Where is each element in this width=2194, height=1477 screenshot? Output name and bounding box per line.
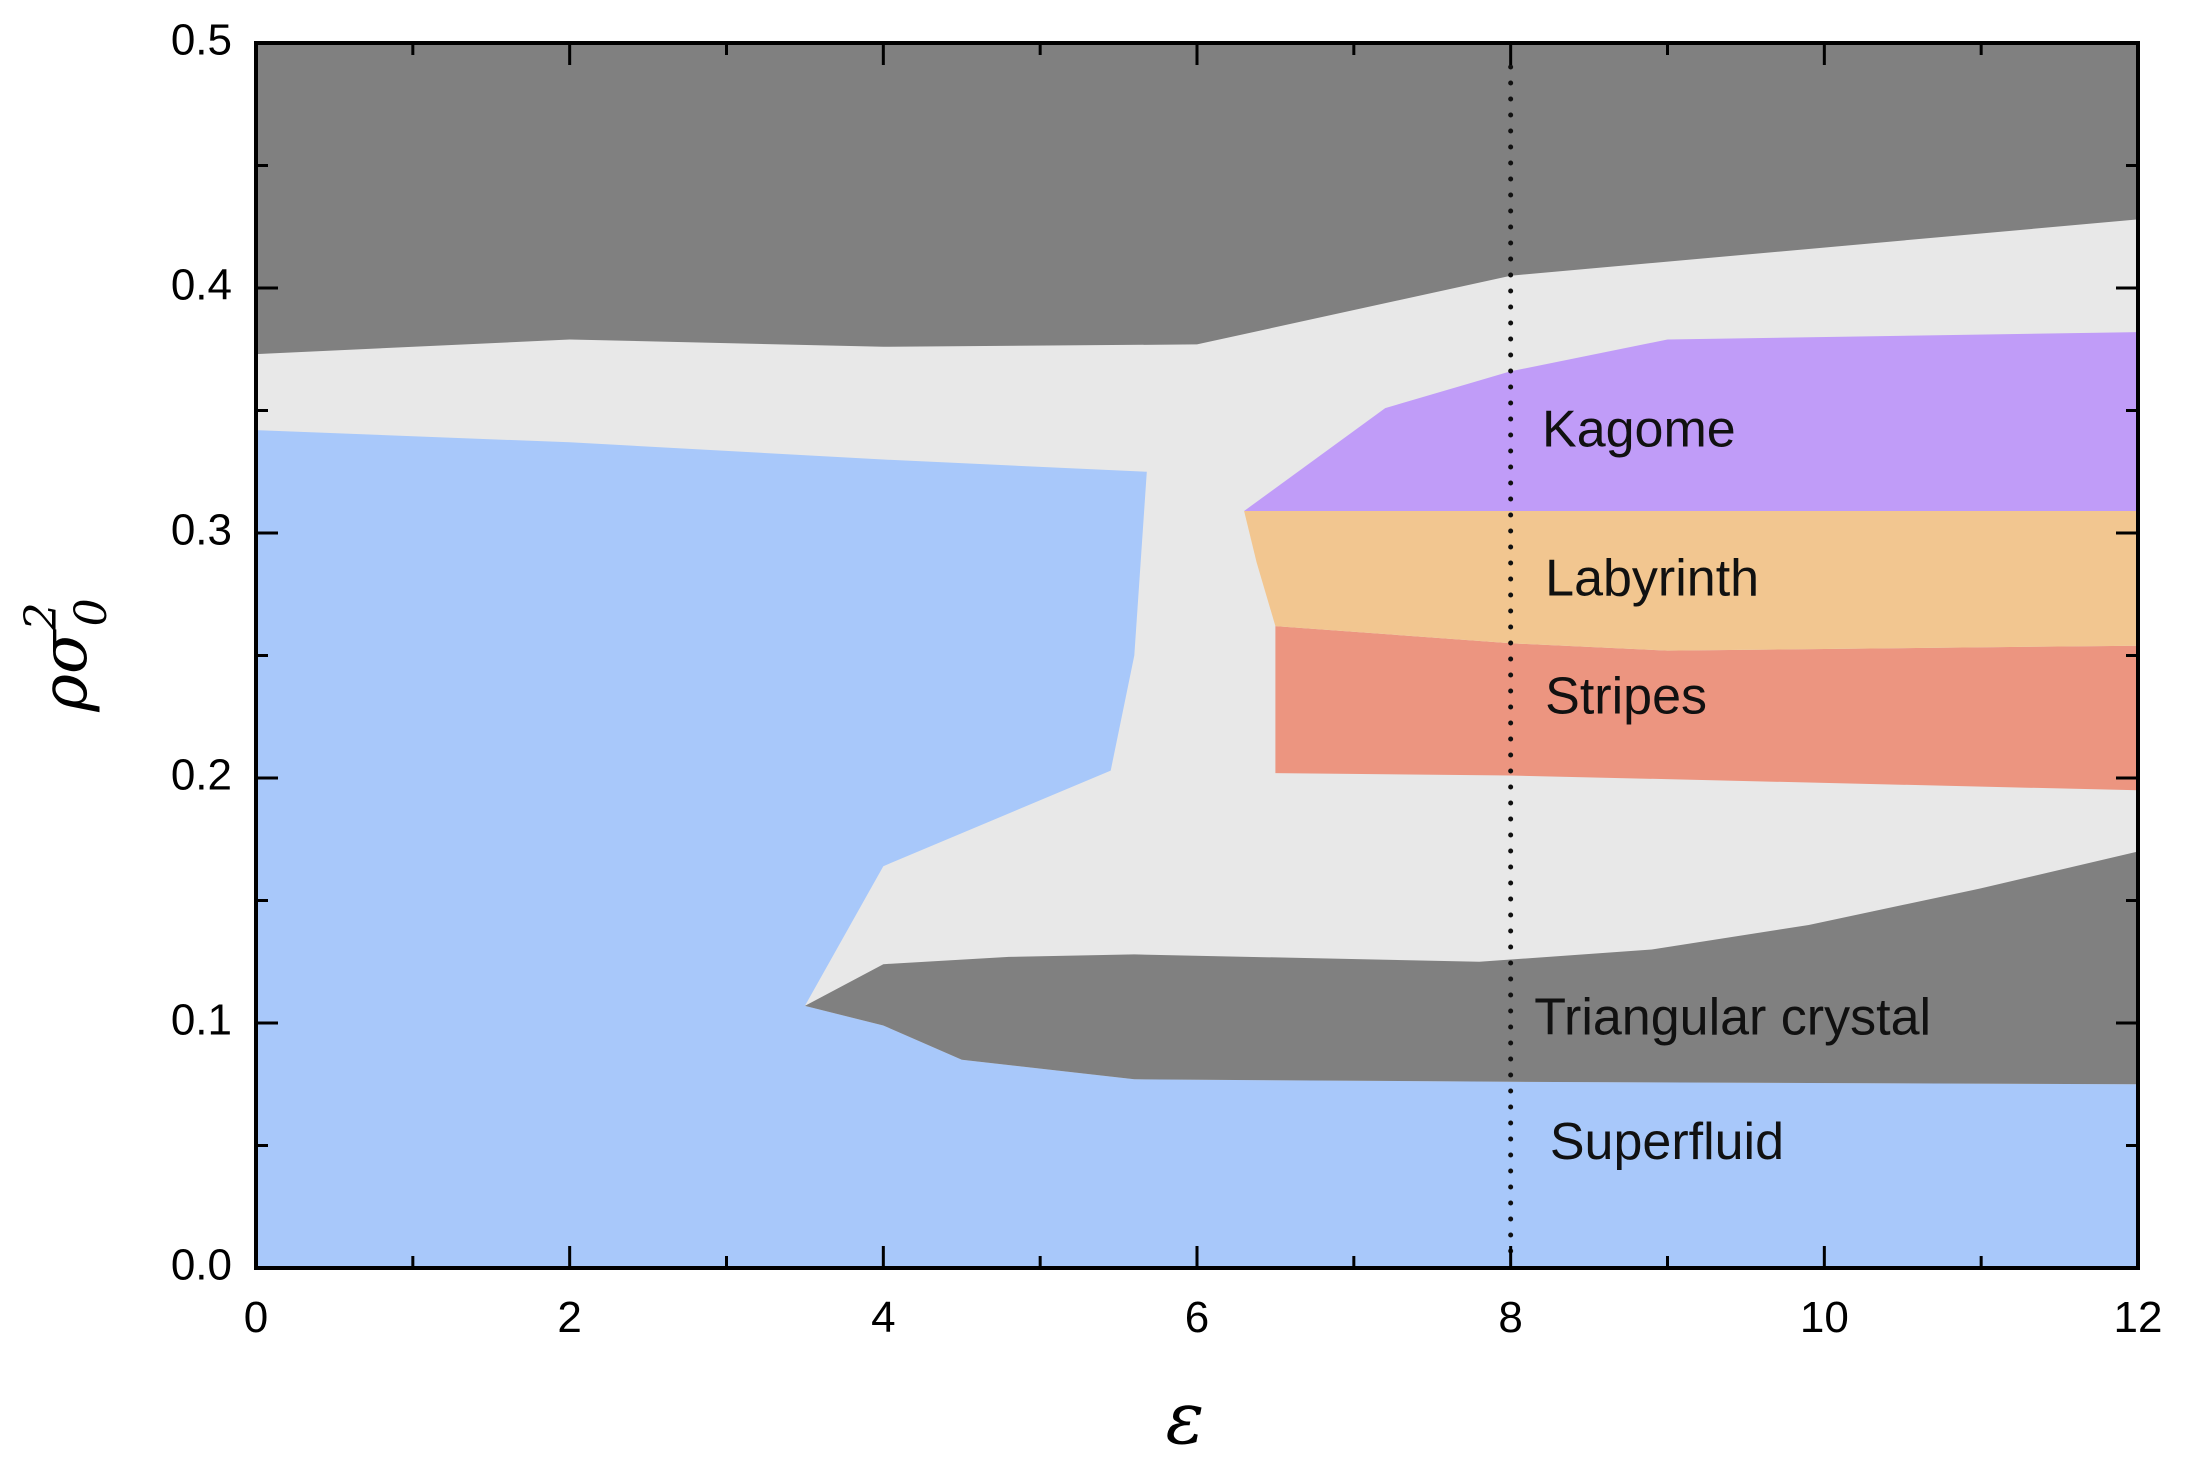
region-labels: Kagome Labyrinth Stripes Triangular crystal… [1534, 400, 1931, 1171]
region-labyrinth [1244, 511, 2138, 651]
axis-ticks [254, 41, 2140, 1270]
y-axis-label: ρσ20 [16, 598, 117, 712]
y-tick-label: 0.4 [171, 261, 232, 310]
axis-tick-labels: 0 2 4 6 8 10 12 0.0 0.1 0.2 0.3 0.4 0.5 [171, 16, 2163, 1342]
y-tick-label: 0.3 [171, 506, 232, 555]
y-tick-label: 0.5 [171, 16, 232, 65]
svg-text:ρσ20: ρσ20 [16, 598, 117, 712]
x-tick-label: 12 [2114, 1293, 2163, 1342]
x-tick-label: 10 [1800, 1293, 1849, 1342]
x-tick-label: 6 [1185, 1293, 1209, 1342]
label-superfluid: Superfluid [1550, 1113, 1784, 1171]
region-stripes [1275, 626, 2138, 791]
label-labyrinth: Labyrinth [1545, 550, 1759, 608]
y-tick-label: 0.1 [171, 996, 232, 1045]
x-axis-label: ε [1166, 1376, 1205, 1460]
region-upper-solid [256, 43, 2138, 355]
phase-regions [256, 43, 2138, 1268]
label-triangular-crystal: Triangular crystal [1534, 988, 1931, 1046]
region-triangular-crystal [804, 851, 2138, 1085]
y-axis-label-base: ρσ [28, 628, 102, 713]
x-tick-label: 2 [557, 1293, 581, 1342]
label-stripes: Stripes [1545, 667, 1707, 725]
x-tick-label: 0 [244, 1293, 268, 1342]
y-tick-label: 0.2 [171, 751, 232, 800]
region-kagome [1244, 332, 2138, 511]
x-tick-label: 4 [871, 1293, 895, 1342]
y-tick-label: 0.0 [171, 1241, 232, 1290]
y-axis-label-subscript: 0 [66, 598, 117, 626]
label-kagome: Kagome [1542, 400, 1736, 458]
y-axis-label-superscript: 2 [16, 602, 67, 631]
region-superfluid [256, 430, 2138, 1268]
x-tick-label: 8 [1498, 1293, 1522, 1342]
